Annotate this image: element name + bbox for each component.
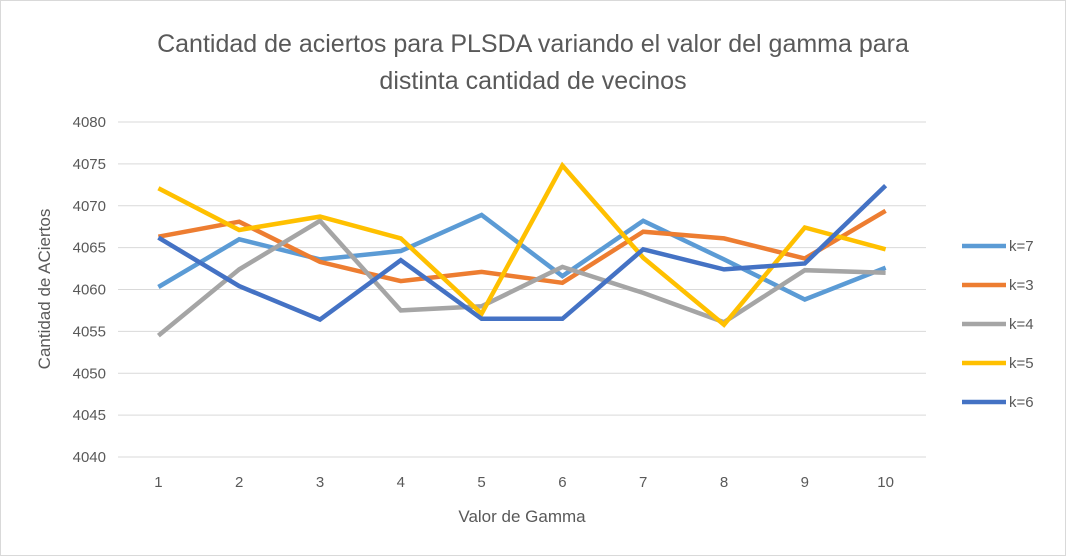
- y-tick-label: 4040: [73, 449, 106, 466]
- x-tick-label: 6: [558, 474, 566, 491]
- y-tick-label: 4080: [73, 114, 106, 131]
- x-tick-label: 8: [720, 474, 728, 491]
- y-tick-label: 4075: [73, 156, 106, 173]
- series-lines: [156, 161, 888, 338]
- x-tick-label: 4: [397, 474, 405, 491]
- y-tick-label: 4055: [73, 323, 106, 340]
- y-tick-label: 4050: [73, 365, 106, 382]
- legend-label: k=6: [1009, 394, 1034, 411]
- gridlines: [118, 121, 926, 458]
- legend-label: k=5: [1009, 355, 1034, 372]
- y-tick-label: 4060: [73, 282, 106, 299]
- legend-label: k=4: [1009, 316, 1034, 333]
- x-tick-label: 3: [316, 474, 324, 491]
- series-line-k4: [156, 217, 886, 338]
- y-tick-label: 4070: [73, 198, 106, 215]
- y-tick-label: 4045: [73, 407, 106, 424]
- chart-title-line-2: distinta cantidad de vecinos: [379, 67, 687, 95]
- legend-label: k=7: [1009, 238, 1034, 255]
- chart-title: Cantidad de aciertos para PLSDA variando…: [0, 26, 1066, 100]
- y-tick-label: 4065: [73, 240, 106, 257]
- y-axis-ticks: 4040 4045 4050 4055 4060 4065 4070 4075 4080: [73, 114, 106, 466]
- legend-label: k=3: [1009, 277, 1034, 294]
- series-line-k5: [157, 161, 887, 328]
- x-tick-label: 2: [235, 474, 243, 491]
- x-tick-label: 5: [477, 474, 485, 491]
- chart-title-line-1: Cantidad de aciertos para PLSDA variando…: [157, 30, 909, 58]
- x-tick-label: 10: [877, 474, 894, 491]
- series-line-k6: [157, 183, 888, 323]
- x-tick-label: 7: [639, 474, 647, 491]
- series-line-k3: [157, 208, 887, 286]
- x-axis-label: Valor de Gamma: [458, 507, 586, 526]
- x-tick-label: 9: [801, 474, 809, 491]
- x-tick-label: 1: [154, 474, 162, 491]
- legend: k=7 k=3 k=4 k=5 k=6: [962, 238, 1034, 411]
- y-axis-label: Cantidad de ACiertos: [35, 209, 54, 370]
- x-axis-ticks: 1 2 3 4 5 6 7 8 9 10: [154, 474, 894, 491]
